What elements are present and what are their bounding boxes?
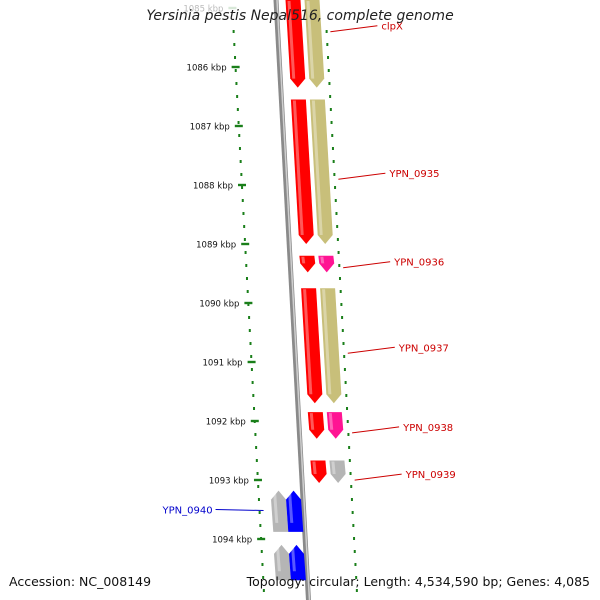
map-title: Yersinia pestis Nepal516, complete genom…	[146, 8, 454, 24]
tick-label-1094: 1094 kbp	[212, 536, 252, 546]
gene-feature-0	[285, 0, 306, 88]
tick-label-1089: 1089 kbp	[196, 241, 236, 251]
svg-text:YPN_0938: YPN_0938	[402, 423, 453, 434]
gene-feature-11	[329, 460, 346, 483]
gene-feature-9	[326, 412, 344, 439]
tick-mark-1093	[253, 478, 262, 482]
tick-label-1086: 1086 kbp	[187, 64, 227, 74]
tick-label-1092: 1092 kbp	[206, 418, 246, 428]
tick-mark-1090	[244, 301, 253, 305]
accession-text: Accession: NC_008149	[9, 574, 152, 589]
tick-label-1087: 1087 kbp	[190, 123, 230, 133]
gene-feature-3	[309, 99, 333, 244]
svg-text:YPN_0936: YPN_0936	[393, 258, 444, 269]
gene-feature-15	[288, 544, 306, 581]
gene-features	[271, 0, 346, 581]
gene-labels: clpX YPN_0935 YPN_0936 YPN_0937 YPN_0938 YPN_…	[161, 22, 455, 517]
tick-mark-1091	[247, 360, 256, 364]
backbone	[273, 0, 311, 600]
tick-mark-1087	[234, 124, 243, 128]
tick-label-1085: 1085 kbp	[183, 5, 223, 15]
svg-text:clpX: clpX	[381, 22, 403, 33]
gene-feature-14	[273, 544, 291, 581]
gene-label-ypn_0939: YPN_0939	[354, 470, 456, 481]
topology-text: Topology: circular; Length: 4,534,590 bp…	[246, 574, 590, 589]
gene-label-ypn_0936: YPN_0936	[343, 258, 444, 269]
gene-label-clpx: clpX	[330, 22, 403, 33]
tick-label-1093: 1093 kbp	[209, 477, 249, 487]
tick-label-1090: 1090 kbp	[199, 300, 239, 310]
gene-feature-10	[310, 460, 327, 483]
gene-feature-8	[307, 412, 325, 439]
gene-feature-6	[301, 288, 323, 404]
gene-label-ypn_0935: YPN_0935	[338, 169, 439, 180]
tick-mark-1088	[238, 183, 247, 187]
svg-text:YPN_0935: YPN_0935	[388, 169, 439, 180]
tick-mark-1085	[228, 6, 237, 10]
gene-label-ypn_0940: YPN_0940	[161, 506, 264, 517]
gene-label-ypn_0938: YPN_0938	[352, 423, 453, 434]
svg-text:YPN_0940: YPN_0940	[161, 506, 212, 517]
ruler-ticks: 1085 kbp 1086 kbp 1087 kbp 1088 kbp 1089 kbp…	[183, 5, 266, 546]
svg-text:YPN_0939: YPN_0939	[405, 470, 456, 481]
gene-feature-5	[318, 255, 335, 273]
tick-mark-1089	[241, 242, 250, 246]
tick-mark-1086	[231, 65, 240, 69]
gene-feature-2	[290, 99, 314, 244]
gene-label-ypn_0937: YPN_0937	[347, 343, 449, 354]
gene-feature-13	[286, 490, 304, 532]
tick-mark-1094	[257, 537, 266, 541]
gene-feature-7	[320, 288, 342, 404]
gene-feature-1	[304, 0, 325, 88]
ruler-dots	[232, 30, 358, 592]
tick-mark-1092	[250, 419, 259, 423]
gene-feature-12	[271, 490, 289, 532]
tick-label-1088: 1088 kbp	[193, 182, 233, 192]
tick-label-1091: 1091 kbp	[203, 359, 243, 369]
gene-feature-4	[299, 255, 316, 273]
svg-text:YPN_0937: YPN_0937	[398, 343, 449, 354]
